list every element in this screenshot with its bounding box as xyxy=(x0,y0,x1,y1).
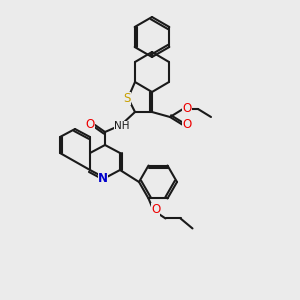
Text: N: N xyxy=(98,172,108,185)
Text: NH: NH xyxy=(114,121,130,131)
Text: O: O xyxy=(151,203,160,216)
Text: O: O xyxy=(182,103,192,116)
Text: O: O xyxy=(85,118,94,130)
Text: S: S xyxy=(123,92,131,104)
Text: O: O xyxy=(182,118,192,131)
